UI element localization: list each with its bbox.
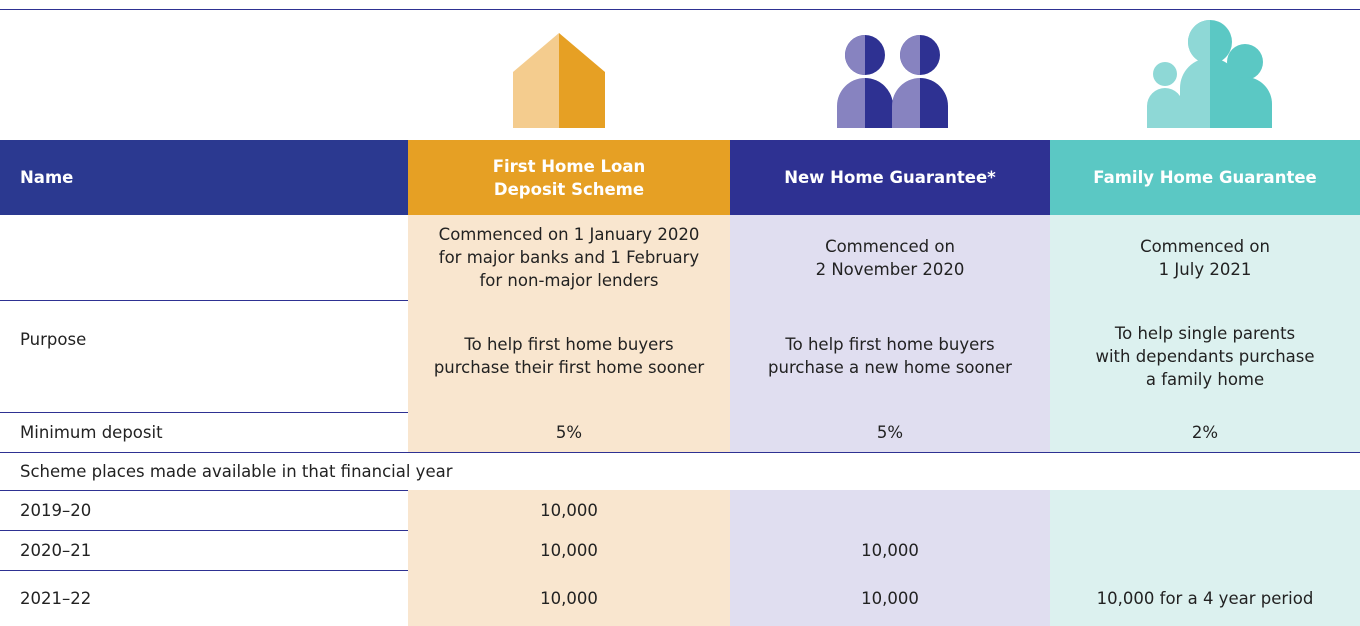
icons [513,20,1272,128]
text-line: Scheme places made available in that fin… [20,461,453,481]
row-label [0,215,408,300]
table-cell: 10,000 for a 4 year period [1050,570,1360,626]
text-line: 10,000 [861,540,919,560]
table-cell: 5% [408,412,730,452]
table-cell [1050,490,1360,530]
table-cell: To help single parents with dependants pu… [1050,300,1360,412]
text-line: 1 July 2021 [1158,259,1252,279]
text-line: To help first home buyers [464,335,674,354]
row-label: 2020–21 [0,530,408,570]
row-rule [0,452,1360,453]
text-line: To help first home buyers [785,335,995,354]
text-line: Deposit Scheme [493,179,645,199]
header-name: Name [0,140,408,215]
text-line: Commenced on 1 January 2020 [438,225,700,244]
table-cell [1050,530,1360,570]
family-icon [1147,20,1272,128]
table-cell: Commenced on 1 July 2021 [1050,215,1360,300]
text-line: with dependants purchase [1095,346,1315,366]
text-line: for major banks and 1 February [438,248,700,267]
section-row: Scheme places made available in that fin… [0,452,1360,490]
text-line: Commenced on [1140,236,1270,256]
text-line: 2021–22 [20,588,92,608]
text-line: Purpose [20,330,87,349]
text-line: Name [20,168,74,187]
table-cell: 10,000 [408,530,730,570]
text-line: 2019–20 [20,500,92,520]
text-line: 10,000 [540,500,598,520]
text-line: 5% [555,422,583,442]
text-line: for non-major lenders [479,271,659,290]
text-line: First Home Loan [492,156,646,176]
table-cell: 5% [730,412,1050,452]
table-cell: Commenced on 2 November 2020 [730,215,1050,300]
text-line: a family home [1145,369,1265,389]
header-cell: Family Home Guarantee [1050,140,1360,215]
table-cell: To help first home buyers purchase a new … [730,300,1050,412]
text-line: 10,000 [861,588,919,608]
table-cell: To help first home buyers purchase their … [408,300,730,412]
row-label: Purpose [0,300,408,412]
text-line: 10,000 for a 4 year period [1096,588,1314,608]
text-line: purchase a new home sooner [768,358,1012,377]
text-line: Minimum deposit [20,422,163,442]
table-cell: 10,000 [408,490,730,530]
top-rule [0,9,1360,10]
text-line: Family Home Guarantee [1093,168,1317,187]
text-line: New Home Guarantee* [784,168,996,187]
row-label: 2021–22 [0,570,408,626]
table-cell: Commenced on 1 January 2020 for major ban… [408,215,730,300]
text-line: To help single parents [1114,323,1296,343]
row-label: Minimum deposit [0,412,408,452]
header-cell: New Home Guarantee* [730,140,1050,215]
text-line: 2020–21 [20,540,92,560]
text-line: 2% [1191,422,1219,442]
text-line: Commenced on [825,236,955,256]
header-cell: First Home Loan Deposit Scheme [408,140,730,215]
house-icon [513,33,605,128]
text-line: purchase their first home sooner [433,358,705,377]
couple-icon [837,35,948,128]
text-line: 10,000 [540,540,598,560]
table-cell: 2% [1050,412,1360,452]
text-line: 10,000 [540,588,598,608]
table-cell: 10,000 [730,570,1050,626]
table-cell [730,490,1050,530]
text-line: 2 November 2020 [815,259,965,279]
row-label: 2019–20 [0,490,408,530]
table-cell: 10,000 [730,530,1050,570]
text-line: 5% [876,422,904,442]
table-cell: 10,000 [408,570,730,626]
